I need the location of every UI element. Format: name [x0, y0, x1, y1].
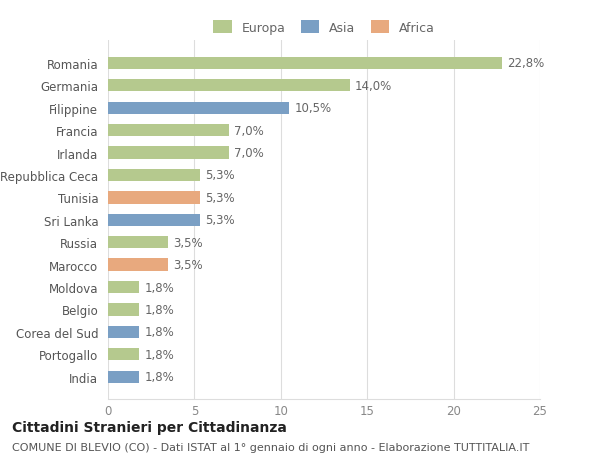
Bar [108, 80, 350, 92]
Bar [108, 147, 229, 159]
Bar [108, 169, 200, 182]
Text: Cittadini Stranieri per Cittadinanza: Cittadini Stranieri per Cittadinanza [12, 420, 287, 434]
Bar [108, 326, 139, 338]
Bar [108, 304, 139, 316]
Text: 5,3%: 5,3% [205, 169, 235, 182]
Text: 7,0%: 7,0% [234, 124, 264, 137]
Text: 1,8%: 1,8% [144, 348, 174, 361]
Bar [108, 192, 200, 204]
Text: 1,8%: 1,8% [144, 370, 174, 383]
Bar [108, 371, 139, 383]
Text: 7,0%: 7,0% [234, 147, 264, 160]
Bar [108, 281, 139, 294]
Text: 3,5%: 3,5% [173, 258, 203, 272]
Text: 10,5%: 10,5% [295, 102, 332, 115]
Bar [108, 102, 289, 115]
Text: 1,8%: 1,8% [144, 303, 174, 316]
Legend: Europa, Asia, Africa: Europa, Asia, Africa [209, 17, 439, 38]
Text: 1,8%: 1,8% [144, 281, 174, 294]
Text: 5,3%: 5,3% [205, 214, 235, 227]
Text: COMUNE DI BLEVIO (CO) - Dati ISTAT al 1° gennaio di ogni anno - Elaborazione TUT: COMUNE DI BLEVIO (CO) - Dati ISTAT al 1°… [12, 442, 529, 452]
Bar [108, 125, 229, 137]
Text: 3,5%: 3,5% [173, 236, 203, 249]
Bar [108, 57, 502, 70]
Text: 5,3%: 5,3% [205, 191, 235, 204]
Bar [108, 236, 169, 249]
Text: 1,8%: 1,8% [144, 326, 174, 339]
Bar [108, 214, 200, 226]
Text: 22,8%: 22,8% [507, 57, 544, 70]
Bar [108, 348, 139, 361]
Bar [108, 259, 169, 271]
Text: 14,0%: 14,0% [355, 79, 392, 93]
